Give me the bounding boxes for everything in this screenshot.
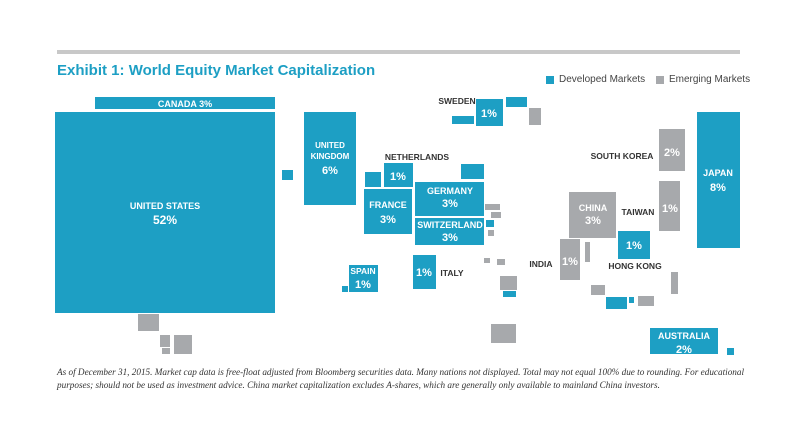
country-india: [560, 239, 580, 280]
country-switzerland: [415, 218, 484, 245]
label-canada: CANADA 3%: [158, 99, 212, 109]
minor-market-2: [452, 116, 474, 124]
minor-market-8: [491, 212, 501, 218]
label-spain: SPAIN: [350, 266, 375, 276]
country-canada: [95, 97, 275, 109]
label-sweden: SWEDEN: [438, 96, 475, 106]
country-italy: [413, 255, 436, 289]
label-italy: ITALY: [440, 268, 463, 278]
label-switzerland: SWITZERLAND: [417, 220, 483, 230]
minor-market-16: [138, 314, 159, 331]
minor-market-9: [486, 220, 494, 227]
label-taiwan: TAIWAN: [622, 207, 655, 217]
country-united-states: [55, 112, 275, 313]
value-switzerland: 3%: [442, 232, 458, 244]
minor-market-26: [585, 242, 590, 262]
value-netherlands: 1%: [390, 171, 406, 183]
minor-market-22: [606, 297, 627, 309]
chart-title: World Equity Market Capitalization: [128, 62, 376, 79]
label-united-states: UNITED STATES: [130, 201, 200, 211]
value-hong-kong: 1%: [626, 240, 642, 252]
value-spain: 1%: [355, 279, 371, 291]
label-germany: GERMANY: [427, 186, 473, 196]
minor-market-14: [503, 291, 516, 297]
value-japan: 8%: [710, 182, 726, 194]
top-rule: [57, 50, 740, 54]
label-united-kingdom-line2: KINGDOM: [311, 152, 350, 161]
label-south-korea: SOUTH KOREA: [591, 151, 654, 161]
value-germany: 3%: [442, 198, 458, 210]
country-australia: [650, 328, 718, 354]
minor-market-21: [591, 285, 605, 295]
minor-market-24: [638, 296, 654, 306]
legend-item-developed: Developed Markets: [546, 74, 645, 85]
exhibit-title: Exhibit 1: World Equity Market Capitaliz…: [57, 62, 375, 79]
country-germany: [415, 182, 484, 216]
footnote: As of December 31, 2015. Market cap data…: [57, 367, 745, 390]
minor-market-27: [727, 348, 734, 355]
minor-market-19: [162, 348, 170, 354]
label-france: FRANCE: [369, 200, 407, 210]
minor-market-7: [485, 204, 500, 210]
country-united-kingdom: [304, 112, 356, 205]
value-italy: 1%: [416, 267, 432, 279]
value-united-kingdom: 6%: [322, 165, 338, 177]
minor-market-20: [491, 324, 516, 343]
minor-market-25: [671, 272, 678, 294]
label-hong-kong: HONG KONG: [608, 261, 662, 271]
minor-market-15: [342, 286, 348, 292]
label-netherlands: NETHERLANDS: [385, 152, 450, 162]
minor-market-17: [160, 335, 170, 347]
country-japan: [697, 112, 740, 248]
minor-market-4: [529, 108, 541, 125]
legend-swatch-developed: [546, 75, 554, 84]
label-australia: AUSTRALIA: [658, 331, 710, 341]
country-spain: [349, 265, 378, 292]
label-china: CHINA: [579, 203, 608, 213]
minor-market-10: [488, 230, 494, 236]
minor-market-1: [282, 170, 293, 180]
minor-market-5: [461, 164, 484, 179]
legend-label-developed: Developed Markets: [559, 74, 646, 85]
minor-market-3: [506, 97, 527, 107]
value-china: 3%: [585, 215, 601, 227]
minor-market-6: [365, 172, 381, 187]
country-netherlands: [384, 163, 413, 187]
legend: Developed Markets Emerging Markets: [546, 74, 758, 87]
country-hong-kong: [618, 231, 650, 259]
value-france: 3%: [380, 214, 396, 226]
minor-market-12: [497, 259, 505, 265]
minor-market-23: [629, 297, 634, 303]
country-south-korea: [659, 129, 685, 171]
value-sweden: 1%: [481, 108, 497, 120]
value-australia: 2%: [676, 344, 692, 356]
exhibit-number: Exhibit 1:: [57, 62, 125, 79]
country-france: [364, 189, 412, 234]
minor-market-11: [484, 258, 490, 263]
label-japan: JAPAN: [703, 168, 733, 178]
minor-market-18: [174, 335, 192, 354]
country-china: [569, 192, 616, 238]
value-taiwan: 1%: [662, 203, 678, 215]
label-india: INDIA: [529, 259, 552, 269]
minor-market-13: [500, 276, 517, 290]
legend-swatch-emerging: [655, 75, 664, 84]
value-south-korea: 2%: [664, 147, 680, 159]
value-india: 1%: [562, 256, 578, 268]
legend-item-emerging: Emerging Markets: [655, 74, 751, 85]
country-sweden: [476, 99, 503, 126]
country-taiwan: [659, 181, 680, 231]
label-united-kingdom-line1: UNITED: [315, 141, 345, 150]
legend-label-emerging: Emerging Markets: [668, 74, 751, 85]
value-united-states: 52%: [153, 213, 177, 227]
